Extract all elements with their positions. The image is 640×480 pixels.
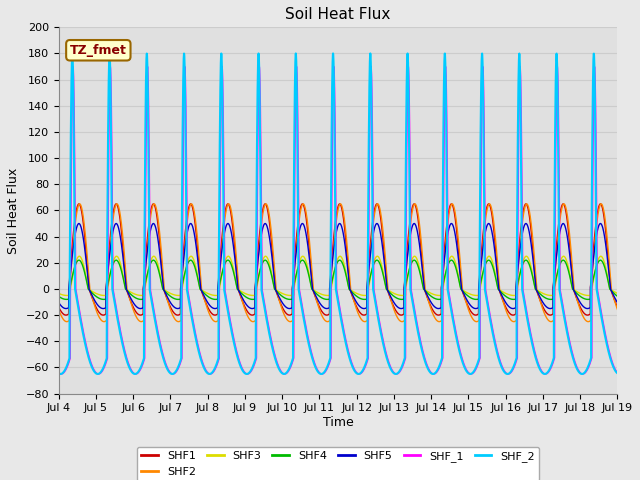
SHF_1 [281, 371, 289, 377]
SHF4 [55, 293, 63, 299]
Line: SHF4: SHF4 [59, 260, 618, 300]
SHF4 [596, 257, 604, 263]
SHF1 [403, 257, 410, 263]
SHF_1 [393, 371, 401, 377]
SHF_2 [280, 371, 288, 377]
SHF2 [614, 307, 621, 312]
X-axis label: Time: Time [323, 416, 353, 429]
SHF1 [55, 304, 63, 310]
SHF1 [614, 304, 621, 310]
SHF2 [597, 201, 605, 207]
SHF1 [211, 312, 219, 318]
SHF3 [138, 293, 145, 299]
SHF3 [336, 253, 344, 259]
SHF4 [211, 297, 219, 302]
SHF2 [175, 319, 182, 324]
Line: SHF3: SHF3 [59, 256, 618, 296]
SHF_1 [211, 367, 219, 373]
SHF5 [614, 300, 621, 305]
SHF4 [614, 293, 621, 299]
SHF3 [393, 292, 401, 298]
SHF5 [435, 306, 442, 312]
SHF2 [435, 319, 443, 324]
Legend: SHF1, SHF2, SHF3, SHF4, SHF5, SHF_1, SHF_2: SHF1, SHF2, SHF3, SHF4, SHF5, SHF_1, SHF… [137, 447, 540, 480]
SHF5 [211, 306, 219, 312]
SHF3 [561, 254, 568, 260]
SHF5 [403, 264, 410, 269]
SHF1 [393, 309, 401, 314]
Title: Soil Heat Flux: Soil Heat Flux [285, 7, 391, 22]
SHF3 [211, 292, 219, 298]
SHF5 [614, 300, 621, 305]
SHF3 [403, 280, 410, 286]
Line: SHF1: SHF1 [59, 204, 618, 315]
Line: SHF_1: SHF_1 [59, 67, 618, 374]
Y-axis label: Soil Heat Flux: Soil Heat Flux [7, 168, 20, 253]
SHF5 [561, 222, 568, 228]
SHF1 [175, 312, 182, 318]
SHF5 [55, 300, 63, 305]
SHF1 [435, 312, 442, 318]
SHF_1 [614, 370, 621, 375]
SHF_2 [175, 363, 182, 369]
SHF2 [561, 202, 568, 207]
SHF_1 [330, 64, 338, 70]
SHF1 [561, 203, 568, 209]
SHF1 [614, 304, 621, 310]
SHF2 [211, 319, 219, 324]
SHF2 [393, 313, 401, 319]
Line: SHF_2: SHF_2 [59, 53, 618, 374]
Line: SHF5: SHF5 [59, 224, 618, 309]
SHF_2 [403, 83, 410, 88]
SHF3 [614, 290, 621, 296]
SHF_2 [561, 317, 568, 323]
SHF_1 [614, 370, 621, 375]
SHF5 [596, 221, 604, 227]
SHF3 [55, 290, 63, 296]
SHF_2 [614, 371, 621, 376]
SHF_2 [329, 50, 337, 56]
SHF4 [614, 293, 621, 299]
SHF3 [614, 290, 621, 296]
Line: SHF2: SHF2 [59, 204, 618, 322]
SHF_1 [175, 365, 182, 371]
SHF5 [393, 303, 401, 309]
SHF_2 [393, 371, 401, 377]
SHF1 [596, 201, 604, 207]
SHF4 [175, 297, 182, 302]
SHF4 [63, 297, 70, 302]
SHF_1 [55, 370, 63, 375]
SHF5 [175, 306, 182, 312]
SHF4 [403, 278, 410, 284]
SHF_1 [561, 313, 568, 319]
SHF_1 [403, 161, 410, 167]
SHF4 [561, 258, 568, 264]
SHF2 [614, 306, 621, 312]
SHF_2 [55, 371, 63, 376]
SHF_2 [614, 371, 621, 376]
SHF_2 [211, 366, 219, 372]
Text: TZ_fmet: TZ_fmet [70, 44, 127, 57]
SHF4 [393, 295, 401, 301]
SHF3 [175, 293, 182, 299]
SHF2 [55, 307, 63, 312]
SHF2 [403, 266, 410, 272]
